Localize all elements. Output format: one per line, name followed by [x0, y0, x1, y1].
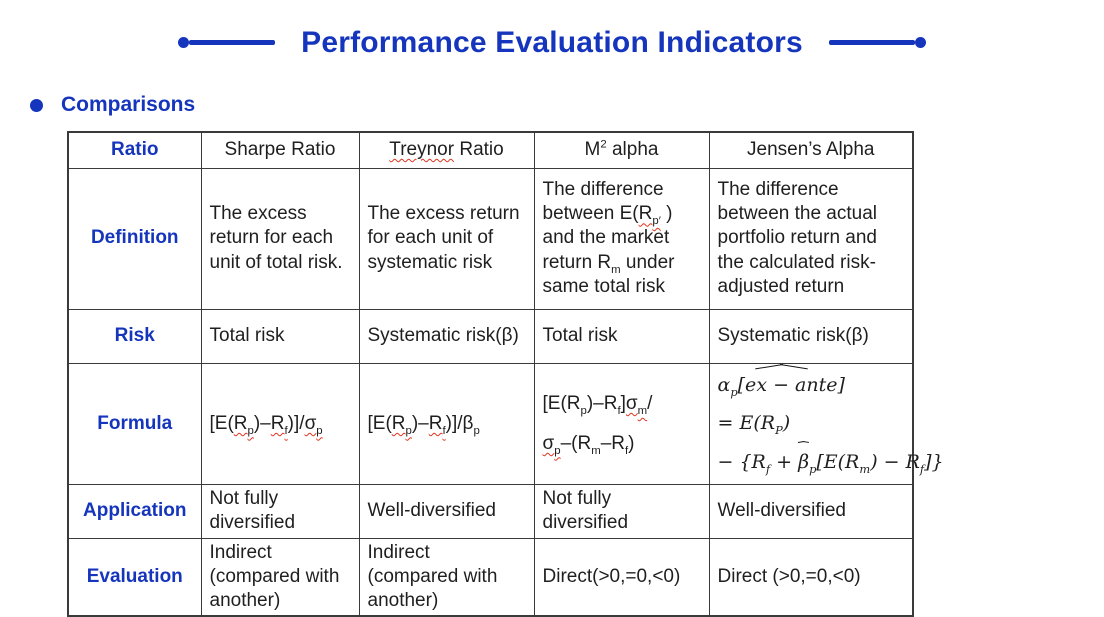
m2-formula-line2: σp–(Rm–Rf) — [542, 432, 635, 457]
cell-formula-sharpe: [E(Rp)–Rf)]/σp — [200, 362, 360, 486]
row-label-evaluation: Evaluation — [67, 537, 202, 617]
cell-definition-sharpe: The excess return for each unit of total… — [200, 167, 360, 310]
cell-evaluation-sharpe: Indirect (compared with another) — [200, 537, 360, 617]
cell-application-m2: Not fully diversified — [533, 484, 710, 539]
jensen-formula-line2: = E(RP) — [717, 412, 791, 438]
col-header-ratio: Ratio — [67, 131, 202, 169]
cell-application-sharpe: Not fully diversified — [200, 484, 360, 539]
comparison-table: Ratio Sharpe Ratio Treynor Ratio M2 alph… — [67, 131, 944, 617]
cell-definition-m2: The difference between E(Rp′ ) and the m… — [533, 167, 710, 310]
cell-formula-treynor: [E(Rp)–Rf)]/βp — [358, 362, 535, 486]
definition-row: Definition The excess return for each un… — [67, 167, 914, 310]
col-header-m2-alpha: M2 alpha — [533, 131, 710, 169]
evaluation-row: Evaluation Indirect (compared with anoth… — [67, 537, 914, 617]
cell-definition-treynor: The excess return for each unit of syste… — [358, 167, 535, 310]
title-rule-left — [178, 37, 276, 48]
cell-application-treynor: Well-diversified — [358, 484, 535, 539]
application-row: Application Not fully diversified Well-d… — [67, 484, 914, 539]
cell-evaluation-jensen: Direct (>0,=0,<0) — [708, 537, 914, 617]
section-heading: Comparisons — [30, 93, 195, 117]
jensen-formula-line1: αp[ex − ante] — [718, 366, 905, 405]
row-label-risk: Risk — [67, 308, 202, 364]
accent-line-right — [828, 40, 915, 45]
cell-risk-treynor: Systematic risk(β) — [358, 308, 535, 364]
bullet-icon — [30, 98, 43, 112]
m2-formula-line1: [E(Rp)–Rf]σm/ — [542, 393, 653, 417]
cell-evaluation-treynor: Indirect (compared with another) — [358, 537, 535, 617]
section-title: Comparisons — [61, 93, 196, 116]
jensen-formula-line3: − {Rf + βp[E(Rm) − Rf]} — [718, 443, 944, 482]
title-row: Performance Evaluation Indicators — [0, 26, 1104, 59]
col-header-treynor: Treynor Ratio — [358, 131, 535, 169]
cell-formula-jensen: αp[ex − ante] = E(RP) − {Rf + βp[E(Rm) −… — [708, 362, 944, 486]
formula-row: Formula [E(Rp)–Rf)]/σp [E(Rp)–Rf)]/βp [E… — [67, 362, 944, 486]
col-header-sharpe: Sharpe Ratio — [200, 131, 360, 169]
row-label-definition: Definition — [67, 167, 202, 310]
header-row: Ratio Sharpe Ratio Treynor Ratio M2 alph… — [67, 131, 914, 169]
cell-evaluation-m2: Direct(>0,=0,<0) — [533, 537, 710, 617]
title-rule-right — [828, 37, 926, 48]
accent-line-left — [189, 40, 276, 45]
accent-dot-right-icon — [914, 37, 926, 48]
cell-formula-m2: [E(Rp)–Rf]σm/ σp–(Rm–Rf) — [533, 362, 710, 486]
row-label-formula: Formula — [67, 362, 202, 486]
cell-application-jensen: Well-diversified — [708, 484, 914, 539]
cell-definition-jensen: The difference between the actual portfo… — [708, 167, 914, 310]
cell-risk-m2: Total risk — [533, 308, 710, 364]
risk-row: Risk Total risk Systematic risk(β) Total… — [67, 308, 914, 364]
cell-risk-jensen: Systematic risk(β) — [708, 308, 914, 364]
row-label-application: Application — [67, 484, 202, 539]
col-header-jensen: Jensen’s Alpha — [708, 131, 914, 169]
page-title: Performance Evaluation Indicators — [301, 26, 803, 59]
accent-dot-left-icon — [178, 37, 190, 48]
cell-risk-sharpe: Total risk — [200, 308, 360, 364]
